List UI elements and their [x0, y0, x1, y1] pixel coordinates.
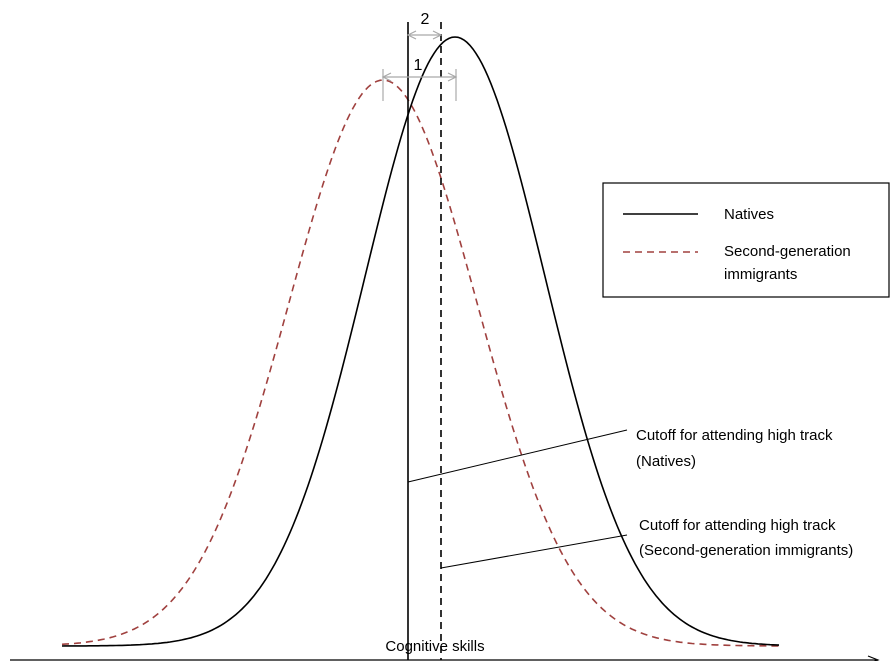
x-axis: [10, 655, 880, 661]
cutoff-natives-leader: [407, 429, 628, 483]
legend-box: [602, 182, 890, 298]
x-axis-label: Cognitive skills: [385, 638, 484, 655]
cutoff-immigrants-annotation: Cutoff for attending high track (Second-…: [440, 517, 853, 569]
legend: Natives Second-generation immigrants: [602, 182, 890, 298]
gap-1-arrowhead-right: [447, 72, 458, 82]
legend-immigrants-label-line2: immigrants: [724, 266, 797, 283]
gap-2-arrowhead-left: [406, 30, 417, 40]
gap-1-label: 1: [414, 57, 423, 74]
x-axis-arrowhead: [867, 655, 880, 661]
legend-immigrants-label-line1: Second-generation: [724, 243, 851, 260]
gap-2-arrowhead-right: [432, 30, 443, 40]
cutoff-immigrants-leader: [440, 534, 628, 569]
gap-1-marker: [381, 69, 458, 101]
legend-natives-label: Natives: [724, 206, 774, 223]
natives-curve: [61, 36, 780, 647]
cutoff-natives-annotation: Cutoff for attending high track (Natives…: [407, 427, 833, 483]
cutoff-immigrants-label-line1: Cutoff for attending high track: [639, 517, 836, 534]
gap-2-label: 2: [421, 11, 430, 28]
cutoff-immigrants-label-line2: (Second-generation immigrants): [639, 542, 853, 559]
second-generation-immigrants-curve: [61, 79, 779, 647]
gap-1-arrowhead-left: [381, 72, 392, 82]
cutoff-natives-label-line2: (Natives): [636, 453, 696, 470]
cutoff-natives-label-line1: Cutoff for attending high track: [636, 427, 833, 444]
gap-2-marker: [406, 30, 443, 40]
